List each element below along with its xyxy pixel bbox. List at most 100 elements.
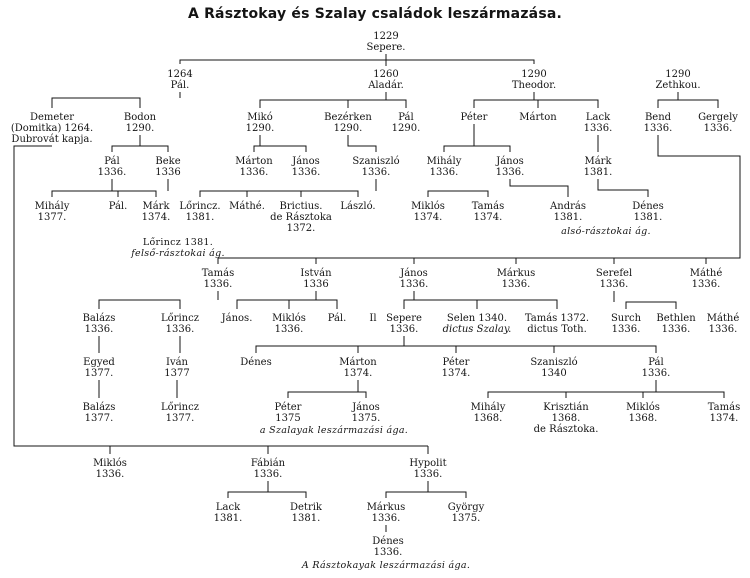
person-egyed: Egyed 1377. <box>83 357 115 379</box>
person-denes3: Dénes 1336. <box>372 536 403 558</box>
person-line: Dénes <box>632 201 664 212</box>
person-line: 1375. <box>351 413 381 424</box>
connector-19 <box>443 145 511 152</box>
connector-29 <box>427 190 489 197</box>
person-line: Gergely <box>698 112 738 123</box>
person-denes1: Dénes 1381. <box>632 201 663 223</box>
person-detrik: Detrik 1381. <box>290 502 322 524</box>
person-line: Máthé. <box>229 201 265 212</box>
person-serefel: Serefel 1336. <box>596 268 632 290</box>
person-szaniszlo2: Szaniszló 1340 <box>530 357 577 379</box>
person-line: 1336. <box>611 324 641 335</box>
person-line: 1336. <box>291 167 321 178</box>
person-tamas1: Tamás 1374. <box>472 201 504 223</box>
person-line: 1368. <box>473 413 503 424</box>
person-line: 1336 <box>155 167 181 178</box>
person-mark2: Márk 1374. <box>142 201 171 223</box>
person-line: Beke <box>155 156 181 167</box>
person-szaniszlo1: Szaniszló 1336. <box>352 156 399 178</box>
person-line: 1377 <box>164 368 190 379</box>
person-line: 1336. <box>495 167 525 178</box>
person-line: Il <box>369 313 377 324</box>
person-line: Márk <box>142 201 170 212</box>
person-line: 1381. <box>291 513 321 524</box>
person-pal1: 1264 Pál. <box>167 69 192 91</box>
person-line: Sepere. <box>366 42 406 53</box>
person-tamas2: Tamás 1336. <box>202 268 234 290</box>
person-zethkou: 1290 Zethkou. <box>655 69 700 91</box>
person-line: de Rásztoka. <box>533 424 599 435</box>
person-miko: Mikó 1290. <box>246 112 275 134</box>
person-mathe2: Máthé 1336. <box>690 268 723 290</box>
person-line: Zethkou. <box>655 80 701 91</box>
person-line: 1336. <box>691 279 721 290</box>
person-line: Bethlen <box>656 313 696 324</box>
person-line: Márkus <box>366 502 406 513</box>
person-miklos3: Miklós 1368. <box>626 402 660 424</box>
person-line: 1377. <box>84 368 114 379</box>
caption-szalay-branch: a Szalayak leszármazási ága. <box>259 425 409 436</box>
caption-rasztokay-branch: A Rásztokayak leszármazási ága. <box>301 560 471 571</box>
person-line: Detrik <box>290 502 322 513</box>
person-line: Dénes <box>240 357 272 368</box>
person-janos3: János 1336. <box>400 268 429 290</box>
person-line: 1290. <box>333 123 363 134</box>
person-lack1: Lack 1336. <box>584 112 613 134</box>
person-line: 1290 <box>521 69 547 80</box>
person-line: 1336. <box>97 167 127 178</box>
person-line: János <box>496 156 524 167</box>
person-line: Pál. <box>170 80 190 91</box>
person-line: Pál. <box>327 313 347 324</box>
person-balazs2: Balázs 1377. <box>83 402 116 424</box>
person-line: Márkus <box>496 268 536 279</box>
person-line: Tamás <box>707 402 741 413</box>
caption-felso-rasztokai: felső-rásztokai ág. <box>131 248 225 259</box>
person-mathe3: Máthé 1336. <box>707 313 740 335</box>
person-line: dictus Szalay. <box>442 324 512 335</box>
person-line: Máthé <box>706 313 740 324</box>
person-line: János. <box>221 313 253 324</box>
person-demeter: Demeter (Domitka) 1264. Dubrovát kapja. <box>11 112 93 145</box>
person-janos1: János 1336. <box>292 156 321 178</box>
person-line: 1336. <box>239 167 269 178</box>
person-line: 1336. <box>501 279 531 290</box>
person-line: 1336. <box>253 469 283 480</box>
person-bend: Bend 1336. <box>644 112 673 134</box>
person-line: Márton <box>339 357 377 368</box>
person-line: János <box>292 156 320 167</box>
person-line: István <box>300 268 332 279</box>
person-gyorgy: György 1375. <box>448 502 485 524</box>
connector-25 <box>199 190 359 197</box>
person-line: 1336. <box>274 324 304 335</box>
person-line: 1336. <box>708 324 738 335</box>
person-line: 1377. <box>165 413 195 424</box>
connector-38 <box>13 145 428 447</box>
person-line: 1381. <box>583 167 613 178</box>
connector-70 <box>385 491 467 498</box>
person-line: Miklós <box>626 402 660 413</box>
person-bethlen: Bethlen 1336. <box>656 313 695 335</box>
connector-48 <box>625 301 677 309</box>
person-krisztian: Krisztián 1368. de Rásztoka. <box>534 402 599 435</box>
person-ivan: Iván 1377 <box>164 357 189 379</box>
person-line: 1336. <box>203 279 233 290</box>
person-miklos4: Miklós 1336. <box>93 458 127 480</box>
person-line: 1264 <box>167 69 193 80</box>
connector-61 <box>487 391 725 398</box>
person-line: Mihály <box>34 201 70 212</box>
person-marton3: Márton 1374. <box>339 357 376 379</box>
person-lorincz2: Lőrincz 1336. <box>161 313 199 335</box>
person-line: 1374. <box>441 368 471 379</box>
person-line: 1336. <box>95 469 125 480</box>
person-marton1: Márton <box>519 112 556 123</box>
person-line: Selen 1340. <box>446 313 508 324</box>
person-line: András <box>550 201 586 212</box>
caption-lorincz: Lőrincz 1381. <box>142 237 214 248</box>
person-line: Demeter <box>29 112 75 123</box>
person-istvan: István 1336 <box>300 268 331 290</box>
person-peter2: Péter 1374. <box>442 357 471 379</box>
person-line: János <box>400 268 428 279</box>
person-line: Bodon <box>123 112 157 123</box>
person-line: Egyed <box>83 357 115 368</box>
